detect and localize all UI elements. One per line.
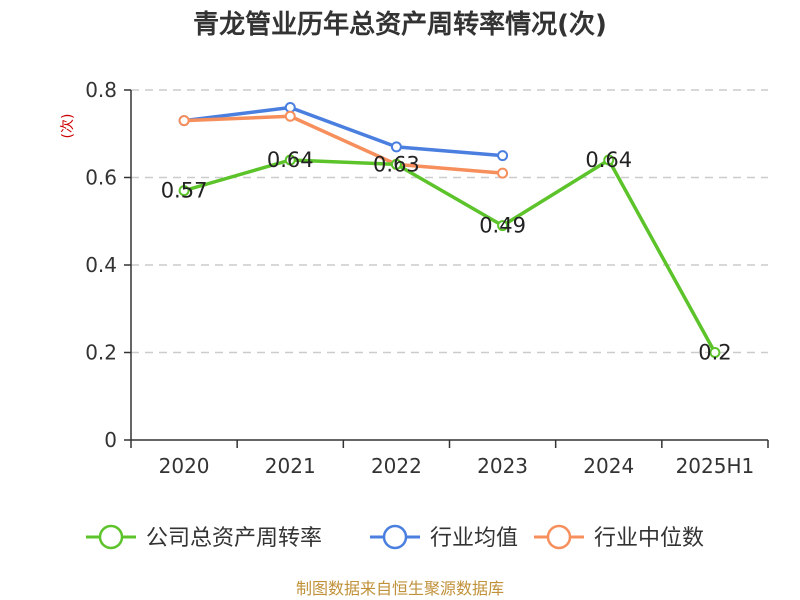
data-point bbox=[603, 154, 615, 166]
x-tick-label: 2023 bbox=[477, 454, 528, 478]
data-label: 0.64 bbox=[267, 148, 314, 172]
x-tick-label: 2024 bbox=[583, 454, 634, 478]
y-tick-label: 0 bbox=[104, 428, 117, 452]
legend-item-1[interactable]: 行业均值 bbox=[370, 524, 518, 551]
y-tick-label: 0.6 bbox=[85, 166, 117, 190]
data-point bbox=[178, 185, 190, 197]
legend: 公司总资产周转率 行业均值 行业中位数 bbox=[86, 524, 704, 551]
data-point bbox=[390, 158, 402, 170]
data-point bbox=[497, 220, 509, 232]
series-line-0 bbox=[183, 158, 717, 354]
y-tick-label: 0.8 bbox=[85, 78, 117, 102]
axes: 0 0.2 0.4 0.6 0.8 2020 2021 2022 2023 2024 2025H1 bbox=[85, 78, 769, 478]
data-label: 0.49 bbox=[479, 214, 526, 238]
data-point bbox=[497, 167, 509, 179]
source-note: 制图数据来自恒生聚源数据库 bbox=[296, 579, 504, 598]
data-point bbox=[284, 102, 296, 113]
legend-item-2[interactable]: 行业中位数 bbox=[534, 524, 704, 551]
legend-label: 公司总资产周转率 bbox=[146, 526, 322, 551]
series-line-1 bbox=[183, 105, 503, 158]
data-point bbox=[709, 347, 721, 358]
data-label: 0.57 bbox=[161, 179, 208, 203]
series bbox=[178, 102, 721, 358]
legend-swatch-marker bbox=[546, 524, 572, 550]
series-line-2 bbox=[184, 114, 503, 175]
x-tick-label: 2025H1 bbox=[676, 454, 755, 478]
legend-label: 行业中位数 bbox=[594, 526, 704, 551]
data-label: 0.63 bbox=[373, 152, 420, 176]
x-tick-label: 2020 bbox=[159, 454, 210, 478]
y-tick-label: 0.2 bbox=[85, 341, 117, 365]
x-tick-label: 2022 bbox=[371, 454, 422, 478]
legend-label: 行业均值 bbox=[430, 526, 518, 551]
x-tick-label: 2021 bbox=[265, 454, 316, 478]
data-point bbox=[390, 141, 402, 153]
chart-title: 青龙管业历年总资产周转率情况(次) bbox=[193, 9, 607, 40]
y-tick-label: 0.4 bbox=[85, 253, 117, 277]
data-point bbox=[178, 115, 190, 127]
legend-swatch-marker bbox=[382, 524, 408, 550]
legend-swatch-marker bbox=[98, 524, 124, 550]
data-label: 0.2 bbox=[698, 341, 731, 365]
grid bbox=[131, 89, 768, 354]
data-label: 0.64 bbox=[585, 148, 632, 172]
data-point bbox=[497, 150, 509, 162]
legend-item-0[interactable]: 公司总资产周转率 bbox=[86, 524, 322, 551]
data-point bbox=[284, 110, 296, 122]
y-axis-label: (次) bbox=[60, 114, 76, 139]
data-labels: 0.57 0.64 0.63 0.49 0.64 0.2 bbox=[161, 148, 732, 365]
data-point bbox=[284, 154, 296, 166]
